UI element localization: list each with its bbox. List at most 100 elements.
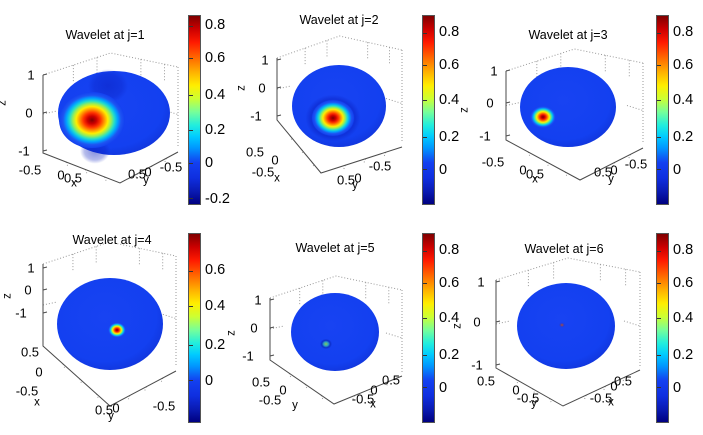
- colorbar-tick-mark: [423, 250, 427, 252]
- floor-tick-label: 0: [610, 378, 618, 394]
- colorbar-tick-mark: [657, 354, 661, 356]
- floor-tick-label: 0: [35, 364, 43, 380]
- floor-tick-label: 0: [519, 162, 527, 178]
- colorbar-tick-label: 0.6: [439, 274, 460, 291]
- axis-letter-x: x: [34, 396, 40, 409]
- plot3d-canvas: [42, 52, 179, 184]
- floor-tick-label: 0.5: [94, 402, 114, 418]
- floor-tick-label: 0.5: [525, 166, 545, 182]
- axis-letter-x: x: [370, 398, 376, 411]
- colorbar-tick-label: 0.4: [673, 91, 694, 108]
- floor-tick-label: 0.5: [20, 344, 40, 360]
- axis-letter-y: y: [108, 410, 114, 423]
- wavelet-hotspot: [530, 105, 556, 129]
- subplot-title: Wavelet at j=6: [524, 242, 604, 256]
- floor-tick-label: -0.5: [152, 398, 176, 414]
- colorbar-tick-mark: [423, 283, 427, 285]
- colorbar-tick-label: 0: [439, 379, 448, 396]
- colorbar-tick-mark: [657, 283, 661, 285]
- colorbar-tick-mark: [189, 380, 193, 382]
- colorbar-tick-mark: [423, 387, 427, 389]
- colorbar: [422, 233, 435, 423]
- subplot-title: Wavelet at j=1: [65, 28, 145, 42]
- colorbar-tick-label: 0.4: [439, 91, 460, 108]
- floor-tick-label: -0.5: [15, 383, 39, 399]
- floor-tick-label: -0.5: [624, 156, 648, 172]
- z-axis-tick-marks: [505, 69, 511, 137]
- floor-tick-label: -0.5: [18, 162, 42, 178]
- axis-letter-y: y: [531, 397, 537, 410]
- floor-tick-label: 0.5: [613, 373, 633, 389]
- colorbar-tick-label: 0.4: [673, 309, 694, 326]
- z-axis-label: z: [458, 107, 471, 113]
- colorbar-tick-mark: [423, 169, 427, 171]
- colorbar-tick-label: 0.2: [673, 128, 694, 145]
- z-axis-label: z: [225, 330, 238, 336]
- floor-tick-label: -0.5: [368, 158, 392, 174]
- grid-lines: [495, 257, 641, 404]
- colorbar-tick-label: 0.6: [673, 274, 694, 291]
- subplot-j1: Wavelet at j=1z10-1-0.500.5x0.50-0.5y0.8…: [0, 0, 234, 218]
- colorbar-tick-mark: [189, 94, 193, 96]
- axis-letter-x: x: [274, 172, 280, 185]
- colorbar-tick-mark: [423, 100, 427, 102]
- wavelet-hotspot: [108, 322, 126, 338]
- z-axis-tick-marks: [269, 298, 275, 357]
- floor-tick-label: 0.5: [127, 166, 147, 182]
- wavelet-hotspot: [312, 100, 354, 136]
- plot3d-canvas: [269, 275, 403, 405]
- colorbar-tick-label: 0.6: [205, 49, 226, 66]
- z-axis-label: z: [1, 293, 14, 299]
- colorbar: [188, 15, 201, 205]
- subplot-j2: Wavelet at j=2 z 1 0 -1 0.5 0 -0.5 x 0.5 0 -0.5 y 0.8…: [234, 0, 468, 218]
- floor-tick-label: 0.5: [593, 164, 613, 180]
- axis-box-lines: [276, 58, 403, 174]
- colorbar-tick-label: 0.8: [673, 23, 694, 40]
- floor-tick-label: 0: [144, 164, 152, 180]
- axis-box-lines: [269, 298, 403, 405]
- z-axis-tick-label: 1: [490, 63, 498, 79]
- colorbar-tick-label: 0.2: [439, 346, 460, 363]
- axis-box-lines: [495, 280, 641, 407]
- plot3d-canvas: [276, 35, 403, 174]
- axis-letter-y: y: [352, 179, 358, 192]
- colorbar-tick-mark: [189, 344, 193, 346]
- floor-tick-label: -0.5: [251, 164, 275, 180]
- subplot-title: Wavelet at j=3: [528, 28, 608, 42]
- z-axis-tick-label: 0: [486, 95, 494, 111]
- floor-tick-label: 0: [512, 382, 520, 398]
- wavelet-hotspot: [320, 338, 332, 350]
- z-axis-tick-label: 0: [258, 80, 266, 96]
- floor-tick-label: 0.5: [336, 172, 356, 188]
- floor-tick-label: 0.5: [381, 372, 401, 388]
- floor-tick-label: -0.5: [481, 154, 505, 170]
- floor-tick-label: 0: [610, 162, 618, 178]
- colorbar-tick-mark: [423, 65, 427, 67]
- colorbar-tick-mark: [423, 318, 427, 320]
- colorbar-tick-mark: [657, 250, 661, 252]
- floor-tick-label: -0.5: [516, 390, 540, 406]
- colorbar-tick-mark: [189, 58, 193, 60]
- subplot-title: Wavelet at j=4: [72, 233, 152, 247]
- plot3d-canvas: [495, 257, 641, 407]
- axis-box-lines: [505, 71, 644, 181]
- z-axis-tick-marks: [276, 58, 282, 117]
- colorbar: [188, 233, 201, 423]
- z-axis-tick-marks: [42, 73, 48, 152]
- z-axis-tick-label: -1: [15, 305, 27, 321]
- colorbar-tick-label: 0.8: [439, 23, 460, 40]
- colorbar-tick-mark: [189, 162, 193, 164]
- colorbar-tick-mark: [423, 32, 427, 34]
- colorbar-tick-label: 0.2: [205, 336, 226, 353]
- grid-lines: [276, 35, 403, 171]
- wavelet-hotspot: [559, 322, 565, 328]
- colorbar-tick-mark: [657, 169, 661, 171]
- z-axis-tick-label: -1: [18, 143, 30, 159]
- colorbar-tick-label: -0.2: [205, 191, 230, 208]
- z-axis-tick-label: 0: [25, 105, 33, 121]
- floor-tick-label: -0.5: [258, 392, 282, 408]
- colorbar-tick-mark: [423, 136, 427, 138]
- colorbar-tick-label: 0: [205, 372, 214, 389]
- z-axis-tick-label: -1: [242, 348, 254, 364]
